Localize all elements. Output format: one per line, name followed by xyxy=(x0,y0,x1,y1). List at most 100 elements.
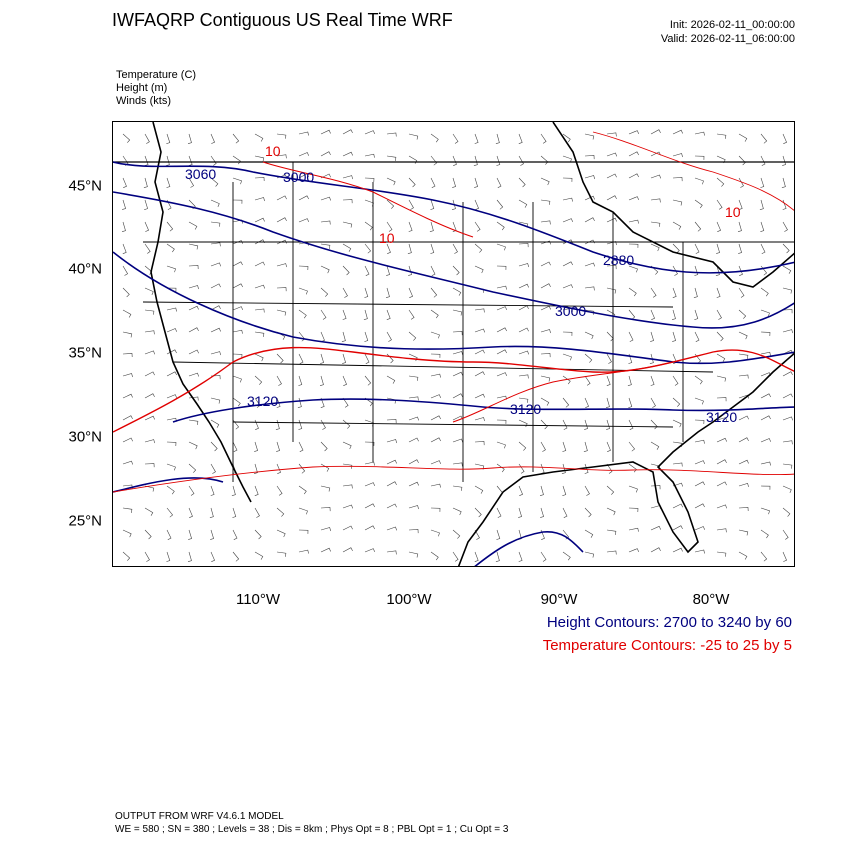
wind-barb xyxy=(210,419,220,428)
wind-barb xyxy=(606,507,616,516)
wind-barb xyxy=(144,330,155,335)
wind-barb xyxy=(342,547,353,553)
wind-barb xyxy=(474,551,479,562)
wind-barb xyxy=(584,353,593,363)
wind-barb xyxy=(386,243,391,254)
wind-barb xyxy=(408,199,414,210)
wind-barb xyxy=(210,351,221,356)
wind-barb xyxy=(298,131,309,136)
wind-barb xyxy=(144,199,148,210)
wind-barb xyxy=(562,261,573,267)
wind-barb xyxy=(672,265,678,276)
wind-barb xyxy=(495,551,500,562)
wind-barb xyxy=(209,507,214,518)
wind-barb xyxy=(364,265,370,276)
wind-barb xyxy=(232,261,243,267)
wind-barb xyxy=(760,393,771,399)
wind-barb xyxy=(232,529,238,540)
wind-barb xyxy=(716,437,727,443)
wind-barb xyxy=(628,548,639,553)
wind-barb xyxy=(122,393,133,399)
wind-barb xyxy=(254,197,265,202)
wind-barb xyxy=(760,177,765,188)
wind-barb xyxy=(342,243,352,252)
wind-barb xyxy=(210,283,221,289)
wind-barb xyxy=(540,463,545,474)
wind-barb xyxy=(738,529,749,536)
wind-barb xyxy=(275,419,280,430)
wind-barb xyxy=(430,155,438,166)
wind-barb xyxy=(298,507,308,515)
wind-barb xyxy=(232,199,243,204)
wind-barb xyxy=(166,394,177,399)
wind-barb xyxy=(628,507,639,513)
wind-barb xyxy=(782,329,793,334)
wind-barb xyxy=(122,551,131,561)
wind-barb xyxy=(166,287,177,292)
wind-barb xyxy=(276,397,281,408)
wind-barb xyxy=(386,155,397,161)
wind-barb xyxy=(144,507,154,516)
wind-barb xyxy=(364,482,375,487)
wind-barb xyxy=(716,417,727,422)
wind-barb xyxy=(298,195,309,201)
wind-barb xyxy=(166,441,177,447)
wind-barb xyxy=(650,174,661,179)
wind-barb xyxy=(166,265,176,273)
wind-barb xyxy=(672,331,676,342)
wind-barb xyxy=(408,529,419,534)
wind-barb xyxy=(562,353,572,361)
wind-barb xyxy=(562,419,568,430)
state-borders xyxy=(113,161,794,482)
wind-barb xyxy=(495,133,500,144)
wind-barb xyxy=(782,265,792,274)
wind-barb xyxy=(518,243,529,248)
wind-barb xyxy=(650,309,655,320)
wind-barb xyxy=(628,309,636,320)
wind-barb xyxy=(254,419,259,430)
wind-barb xyxy=(144,265,153,275)
wind-barb xyxy=(540,551,547,562)
wind-barb xyxy=(628,397,633,408)
wind-barb xyxy=(738,155,746,166)
wind-barb xyxy=(320,196,331,201)
wind-barb xyxy=(650,441,660,450)
wind-barb xyxy=(584,507,592,518)
wind-barb xyxy=(320,331,325,342)
wind-barb xyxy=(518,133,523,144)
wind-barb xyxy=(232,177,242,185)
wind-barb xyxy=(584,133,595,140)
wind-barb xyxy=(144,463,155,468)
temp-label: 10 xyxy=(379,230,395,246)
wind-barb xyxy=(254,261,265,267)
wind-barb xyxy=(650,547,661,553)
wind-barb xyxy=(716,309,722,320)
wind-barb xyxy=(760,438,771,443)
wind-barb xyxy=(386,265,390,276)
wind-barb xyxy=(452,462,463,467)
wind-barb xyxy=(760,155,766,166)
wind-barb xyxy=(166,463,176,471)
wind-barb xyxy=(430,199,435,210)
wind-barb xyxy=(782,287,793,294)
wind-barb xyxy=(210,221,221,227)
wind-barb xyxy=(232,375,242,383)
wind-barb xyxy=(474,328,485,333)
wind-barb xyxy=(408,396,419,401)
wind-barb xyxy=(408,505,419,510)
wind-barb xyxy=(386,481,397,487)
wind-barb xyxy=(562,441,567,452)
wind-barb xyxy=(166,551,171,562)
wind-barb xyxy=(650,287,657,298)
wind-barb xyxy=(474,349,485,355)
lon-label-110w: 110°W xyxy=(235,591,281,608)
wind-barb xyxy=(561,463,566,474)
wind-barb xyxy=(430,483,441,488)
wind-barb xyxy=(738,551,748,560)
wind-barb xyxy=(715,265,720,276)
wind-barb xyxy=(716,287,721,298)
wind-barb xyxy=(320,507,331,512)
wind-barb xyxy=(232,283,243,289)
wind-barb xyxy=(672,503,683,509)
wind-barb xyxy=(672,547,683,553)
